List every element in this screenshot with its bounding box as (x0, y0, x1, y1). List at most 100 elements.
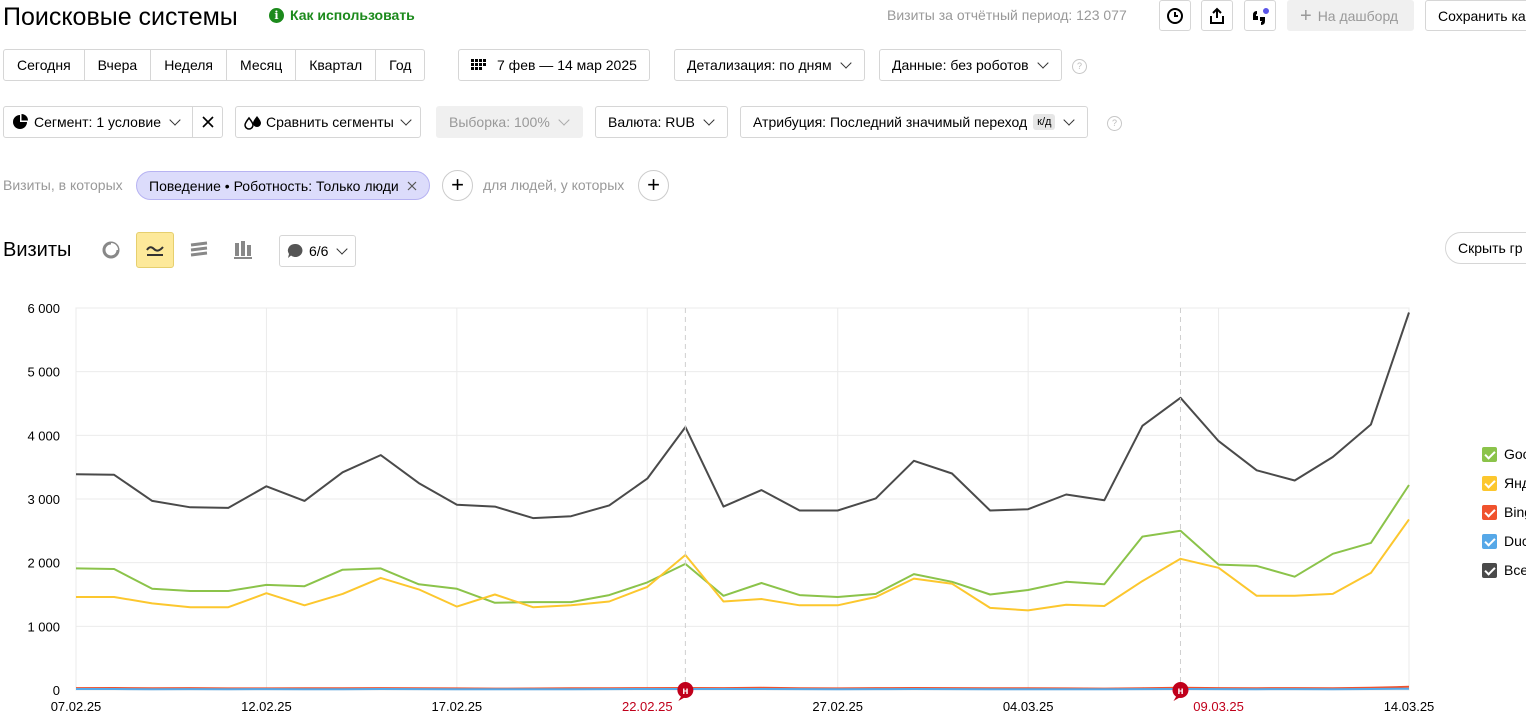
series-line (76, 687, 1410, 691)
compare-segments-dropdown[interactable]: Сравнить сегменты (235, 106, 421, 138)
legend-label: Duc (1504, 533, 1526, 549)
help-icon[interactable]: ? (1072, 59, 1087, 74)
how-to-use-label: Как использовать (290, 7, 415, 23)
legend-item[interactable]: Duc (1482, 533, 1526, 549)
line-chart-icon (146, 246, 164, 256)
calendar-icon (471, 59, 486, 70)
date-range-label: 7 фев — 14 мар 2025 (497, 57, 637, 73)
attribution-dropdown[interactable]: Атрибуция: Последний значимый переход к/… (740, 106, 1089, 138)
filter-chip[interactable]: Поведение • Роботность: Только люди (136, 171, 430, 200)
close-icon[interactable] (407, 181, 417, 191)
annotation-marker-icon (1172, 682, 1189, 698)
drops-icon (244, 116, 261, 130)
bar-chart-icon (234, 241, 252, 259)
sample-label: Выборка: 100% (449, 114, 550, 130)
data-filter-label: Данные: без роботов (892, 57, 1029, 73)
plus-icon: + (1300, 4, 1312, 27)
plus-icon: + (647, 172, 660, 197)
sample-dropdown[interactable]: Выборка: 100% (436, 106, 583, 138)
legend-item[interactable]: Bing (1482, 504, 1526, 520)
people-filter-prefix: для людей, у которых (483, 177, 625, 193)
currency-label: Валюта: RUB (608, 114, 695, 130)
legend-checkbox[interactable] (1482, 446, 1497, 462)
share-icon (1210, 7, 1224, 24)
pie-icon (13, 114, 28, 129)
plus-icon: + (451, 172, 464, 197)
legend-item[interactable]: Янд (1482, 475, 1526, 491)
legend-label: Goo (1504, 446, 1526, 462)
legend-checkbox[interactable] (1482, 533, 1497, 549)
clear-segment-button[interactable] (192, 106, 223, 138)
hide-chart-label: Скрыть гр (1458, 240, 1523, 256)
annotation-label: н (682, 686, 688, 697)
add-visit-condition-button[interactable]: + (442, 170, 473, 201)
attribution-label: Атрибуция: Последний значимый переход (753, 114, 1028, 130)
legend-label: Все (1504, 562, 1526, 578)
period-week[interactable]: Неделя (151, 50, 228, 80)
x-tick-label: 14.03.25 (1384, 699, 1435, 714)
detail-dropdown[interactable]: Детализация: по дням (674, 49, 865, 81)
x-tick-label: 09.03.25 (1193, 699, 1244, 714)
legend-checkbox[interactable] (1482, 562, 1497, 578)
period-month[interactable]: Месяц (227, 50, 297, 80)
pie-chart-icon (102, 241, 120, 259)
chevron-down-icon (839, 57, 852, 69)
period-selector: Сегодня Вчера Неделя Месяц Квартал Год (3, 49, 426, 81)
period-quarter[interactable]: Квартал (296, 50, 377, 80)
chart-type-pie-button[interactable] (100, 239, 122, 261)
compare-segments-label: Сравнить сегменты (266, 114, 394, 130)
y-tick-label: 2 000 (27, 556, 60, 571)
x-tick-label: 22.02.25 (622, 699, 673, 714)
chevron-down-icon (336, 243, 349, 255)
chevron-down-icon (400, 114, 412, 126)
chevron-down-icon (1036, 57, 1049, 69)
filter-chip-label: Поведение • Роботность: Только люди (149, 177, 399, 194)
hide-chart-button[interactable]: Скрыть гр (1445, 232, 1526, 264)
period-yesterday[interactable]: Вчера (85, 50, 152, 80)
data-filter-dropdown[interactable]: Данные: без роботов (879, 49, 1062, 81)
history-button[interactable] (1159, 0, 1191, 31)
legend-item[interactable]: Все (1482, 562, 1526, 578)
x-tick-label: 07.02.25 (51, 699, 102, 714)
y-tick-label: 1 000 (27, 619, 60, 634)
chevron-down-icon (703, 114, 715, 126)
date-range-picker[interactable]: 7 фев — 14 мар 2025 (458, 49, 650, 81)
segment-dropdown[interactable]: Сегмент: 1 условие (3, 106, 193, 138)
legend-checkbox[interactable] (1482, 504, 1497, 520)
visits-period-counter: Визиты за отчётный период: 123 077 (887, 7, 1127, 23)
legend-label: Янд (1504, 475, 1526, 491)
save-report-button[interactable]: Сохранить ка (1425, 0, 1526, 31)
series-line (76, 518, 1410, 612)
export-button[interactable] (1201, 0, 1233, 31)
attribution-badge: к/д (1033, 114, 1056, 130)
notes-dropdown[interactable]: 6/6 (279, 235, 357, 267)
chart-type-bar-button[interactable] (232, 239, 254, 261)
add-people-condition-button[interactable]: + (638, 170, 669, 201)
segment-label: Сегмент: 1 условие (34, 114, 162, 130)
visits-line-chart: 0 1 000 2 000 3 000 4 000 5 000 6 000 07.02.25… (27, 301, 1435, 714)
quote-icon (1253, 6, 1270, 25)
legend-checkbox[interactable] (1482, 475, 1497, 491)
y-tick-label: 3 000 (27, 492, 60, 507)
clock-icon (1167, 7, 1183, 24)
area-chart-icon (190, 241, 208, 257)
save-report-label: Сохранить ка (1438, 7, 1526, 24)
chevron-down-icon (169, 114, 181, 126)
series-line (75, 484, 1410, 604)
legend-item[interactable]: Goo (1482, 446, 1526, 462)
series-line (75, 312, 1410, 520)
feedback-button[interactable] (1244, 0, 1276, 31)
help-icon[interactable]: ? (1107, 116, 1122, 131)
annotation-label: н (1177, 686, 1183, 697)
chart-type-line-button[interactable] (136, 232, 174, 268)
how-to-use-link[interactable]: i Как использовать (269, 7, 415, 23)
add-to-dashboard-button[interactable]: + На дашборд (1287, 0, 1414, 31)
period-today[interactable]: Сегодня (4, 50, 85, 80)
comment-icon (287, 243, 303, 258)
chart-type-area-button[interactable] (188, 239, 210, 261)
y-tick-label: 4 000 (27, 428, 60, 443)
x-tick-label: 17.02.25 (432, 699, 483, 714)
period-year[interactable]: Год (389, 57, 412, 73)
detail-label: Детализация: по дням (687, 57, 832, 73)
currency-dropdown[interactable]: Валюта: RUB (595, 106, 728, 138)
